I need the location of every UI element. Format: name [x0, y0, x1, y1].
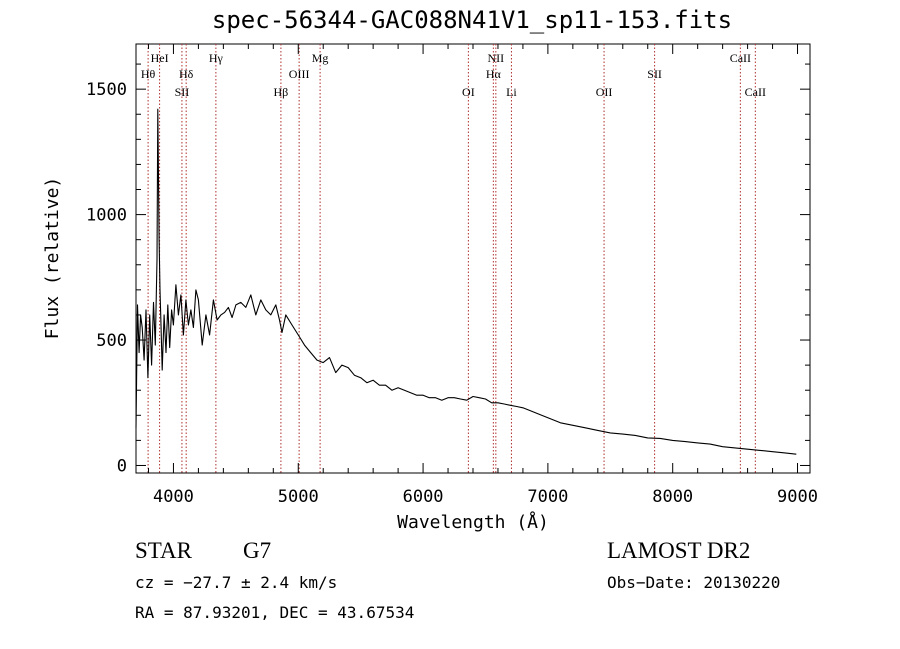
line-label-10: Hα [486, 67, 502, 81]
line-label-9: NII [488, 51, 505, 65]
line-label-5: Hβ [274, 85, 289, 99]
y-tick-label-1500: 1500 [86, 80, 127, 100]
series-line-0 [135, 108, 797, 455]
line-label-14: CaII [730, 51, 751, 65]
x-tick-label-9000: 9000 [777, 487, 818, 507]
series-group [135, 108, 797, 455]
y-tick-label-0: 0 [117, 456, 127, 476]
object-class: STAR [135, 538, 192, 563]
line-label-6: OIII [289, 67, 310, 81]
object-subclass: G7 [243, 538, 272, 563]
survey-name: LAMOST DR2 [607, 538, 751, 563]
axis-ticks: 4000 5000 6000 7000 8000 9000 0 500 1000 1500 [86, 44, 818, 507]
line-label-7: Mg [312, 51, 329, 65]
y-axis-label: Flux (relative) [42, 177, 63, 340]
coordinates: RA = 87.93201, DEC = 43.67534 [135, 603, 415, 622]
y-tick-label-500: 500 [96, 331, 127, 351]
line-label-8: OI [462, 85, 475, 99]
chart-title: spec-56344-GAC088N41V1_sp11-153.fits [211, 6, 733, 34]
x-tick-label-7000: 7000 [527, 487, 568, 507]
x-tick-label-4000: 4000 [153, 487, 194, 507]
plot-frame [135, 43, 811, 474]
redshift-value: cz = −27.7 ± 2.4 km/s [135, 573, 338, 592]
x-tick-label-6000: 6000 [403, 487, 444, 507]
line-label-13: SII [647, 67, 662, 81]
line-label-15: CaII [745, 85, 766, 99]
line-label-0: Hθ [141, 67, 156, 81]
x-tick-label-5000: 5000 [278, 487, 319, 507]
y-tick-label-1000: 1000 [86, 206, 127, 226]
line-label-2: SII [175, 85, 190, 99]
x-tick-label-8000: 8000 [652, 487, 693, 507]
x-axis-label: Wavelength (Å) [397, 511, 549, 533]
line-label-12: OII [596, 85, 613, 99]
line-label-1: HeI [151, 51, 169, 65]
line-label-4: Hγ [209, 51, 224, 65]
obs-date: Obs−Date: 20130220 [607, 573, 781, 592]
line-label-11: Li [506, 85, 517, 99]
line-label-3: Hδ [179, 67, 194, 81]
